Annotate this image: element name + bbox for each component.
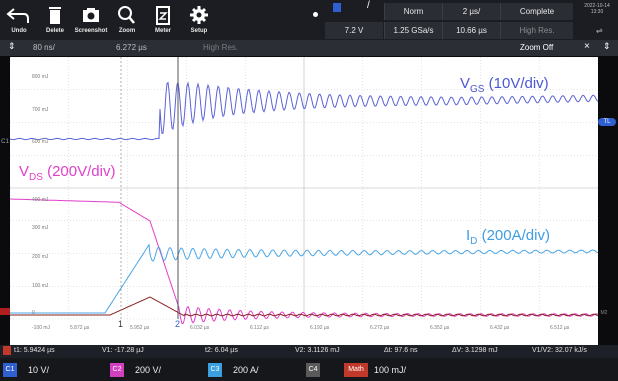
time-label: 6.112 µs <box>250 325 269 331</box>
trigger-source-dot[interactable] <box>313 12 318 17</box>
axis-label-800mj: 800 mJ <box>32 74 49 80</box>
meter-button[interactable]: Meter <box>144 1 182 39</box>
time-label: 6.272 µs <box>370 325 390 331</box>
time-label: 6.352 µs <box>430 325 450 331</box>
time-label: 6.512 µs <box>550 325 570 331</box>
channel-2-badge[interactable]: C2 <box>110 363 124 377</box>
close-icon[interactable]: × <box>584 41 590 52</box>
channel-4-badge[interactable]: C4 <box>306 363 320 377</box>
scroll-arrows-icon[interactable]: ⇕ <box>603 41 611 51</box>
channel-3-scale[interactable]: 200 A/ <box>233 365 259 375</box>
zoom-info-bar: ⇕ 80 ns/ 6.272 µs High Res. Zoom Off × ⇕ <box>0 40 618 56</box>
measure-dt: Δt: 97.6 ns <box>384 347 418 354</box>
acquisition-status[interactable]: Complete <box>500 3 573 20</box>
time-label: 6.192 µs <box>310 325 330 331</box>
trigger-level-marker[interactable]: TL <box>598 118 616 126</box>
screenshot-button[interactable]: Screenshot <box>72 1 110 39</box>
trash-icon <box>49 7 61 24</box>
measure-v1: V1: -17.28 µJ <box>102 347 144 354</box>
power-trace <box>10 296 598 317</box>
measure-dv: ΔV: 3.1298 mJ <box>452 347 498 354</box>
magnifier-icon <box>118 6 135 24</box>
waveform-grid[interactable]: 800 mJ 700 mJ 600 mJ 400 mJ 300 mJ 200 m… <box>10 57 598 362</box>
reference-marker[interactable] <box>0 308 10 315</box>
dropdown-arrows-icon[interactable]: ⇕ <box>8 41 16 51</box>
id-trace <box>10 243 598 314</box>
usb-icon: ⇌ <box>596 26 603 35</box>
trigger-channel-badge[interactable] <box>333 3 341 12</box>
zoom-scale[interactable]: 80 ns/ <box>33 43 55 52</box>
math-scale[interactable]: 100 mJ/ <box>374 365 407 375</box>
zoom-mode: High Res. <box>203 43 239 52</box>
channel-3-badge[interactable]: C3 <box>208 363 222 377</box>
axis-label-700mj: 700 mJ <box>32 107 49 113</box>
measure-v2: V2: 3.1126 mJ <box>295 347 340 354</box>
math-badge[interactable]: Math <box>344 363 368 377</box>
channel-1-scale[interactable]: 10 V/ <box>28 365 50 375</box>
vgs-label: VGS (10V/div) <box>460 75 549 95</box>
time-label: 6.032 µs <box>190 325 210 331</box>
channel-settings-bar: C1 10 V/ C2 200 V/ C3 200 A/ C4 Math 100… <box>0 358 618 381</box>
timebase[interactable]: 2 µs/ <box>442 3 500 20</box>
waveform-canvas <box>10 57 598 325</box>
vds-label: VDS (200V/div) <box>19 163 116 183</box>
zoom-button[interactable]: Zoom <box>108 1 146 39</box>
channel-1-badge[interactable]: C1 <box>3 363 17 377</box>
trigger-mode[interactable]: Norm <box>384 3 442 20</box>
channel-2-scale[interactable]: 200 V/ <box>135 365 162 375</box>
meter-icon <box>156 6 170 25</box>
axis-label-neg100: -100 mJ <box>32 325 51 331</box>
reference-marker-right[interactable]: M2 <box>600 310 608 316</box>
sample-rate[interactable]: 1.25 GSa/s <box>384 22 442 39</box>
cursor-type-badge[interactable] <box>3 346 11 355</box>
time-label: 6.432 µs <box>490 325 510 331</box>
trigger-level[interactable]: 7.2 V <box>325 22 383 39</box>
cursor-2-marker[interactable]: 2 <box>175 319 181 329</box>
cursor-1-marker[interactable]: 1 <box>118 319 124 329</box>
record-length[interactable]: 10.66 µs <box>442 22 500 39</box>
trigger-slope-icon: / <box>367 0 370 11</box>
measure-t1: t1: 5.9424 µs <box>14 347 55 354</box>
measure-ratio: V1/V2: 32.07 kJ/s <box>532 347 587 354</box>
axis-label-100mj: 100 mJ <box>32 283 49 289</box>
cursor-measurement-bar: t1: 5.9424 µs V1: -17.28 µJ t2: 6.04 µs … <box>0 345 618 358</box>
axis-label-0: 0 <box>32 310 35 316</box>
axis-label-200mj: 200 mJ <box>32 254 49 260</box>
axis-label-400mj: 400 mJ <box>32 197 49 203</box>
undo-icon <box>6 8 29 23</box>
channel-1-ground-marker[interactable]: C1 <box>1 139 9 145</box>
zoom-position[interactable]: 6.272 µs <box>116 43 147 52</box>
grid-lines <box>10 57 598 320</box>
undo-button[interactable]: Undo <box>0 1 38 39</box>
measure-t2: t2: 6.04 µs <box>205 347 238 354</box>
acquisition-mode[interactable]: High Res. <box>500 22 573 39</box>
axis-label-600mj: 600 mJ <box>32 139 49 145</box>
id-label: ID (200A/div) <box>466 227 550 247</box>
setup-button[interactable]: Setup <box>180 1 218 39</box>
time-label: 5.952 µs <box>130 325 150 331</box>
camera-icon <box>83 8 99 22</box>
vgs-trace <box>10 80 598 141</box>
date-time: 2022-10-14 13:30 <box>584 3 610 15</box>
time-label: 5.872 µs <box>70 325 90 331</box>
gear-icon <box>190 6 208 24</box>
delete-button[interactable]: Delete <box>36 1 74 39</box>
zoom-state[interactable]: Zoom Off <box>520 43 554 52</box>
axis-label-300mj: 300 mJ <box>32 225 49 231</box>
top-toolbar: Undo Delete Screenshot Zoom Meter Setup … <box>0 0 618 40</box>
